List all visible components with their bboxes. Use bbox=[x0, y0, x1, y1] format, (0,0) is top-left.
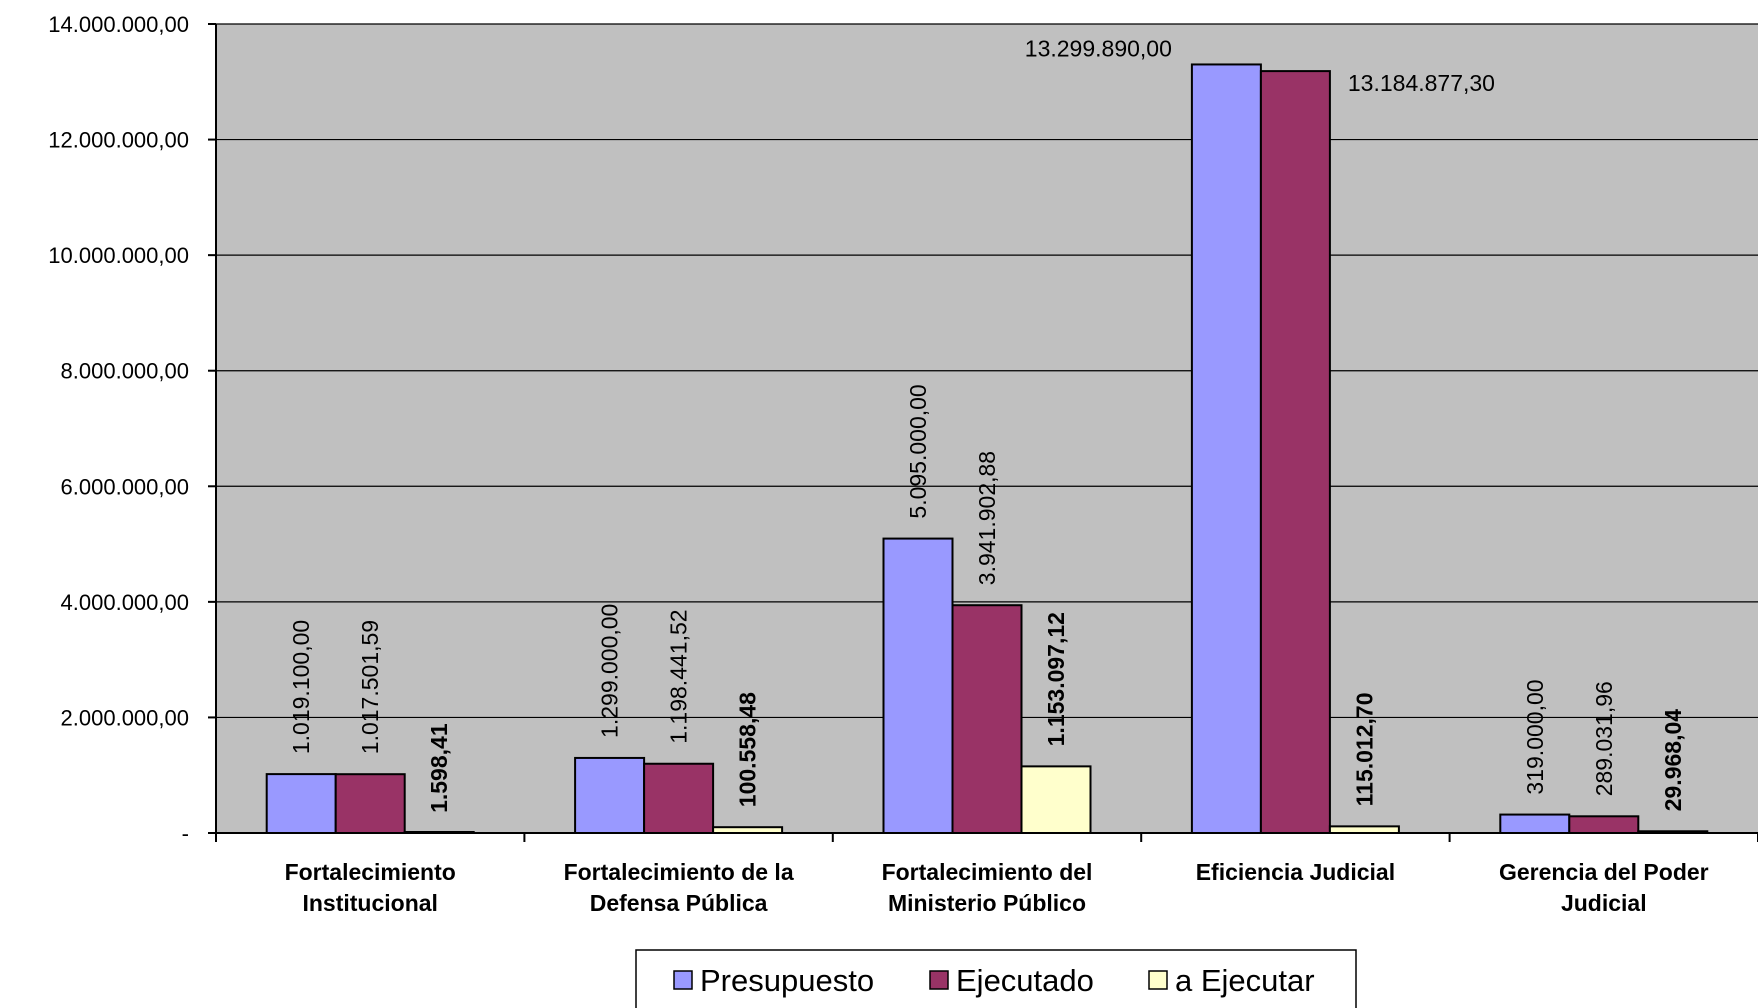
data-label: 5.095.000,00 bbox=[905, 384, 931, 518]
category-label: Fortalecimiento bbox=[285, 859, 456, 885]
legend-swatch bbox=[1148, 970, 1168, 990]
data-label: 3.941.902,88 bbox=[974, 451, 1000, 585]
y-tick-label: 2.000.000,00 bbox=[61, 705, 189, 730]
bar-ejecutado bbox=[951, 604, 1023, 835]
bar-ejecutado bbox=[1259, 70, 1331, 835]
y-tick-label: 6.000.000,00 bbox=[61, 474, 189, 499]
category-label: Fortalecimiento del bbox=[882, 859, 1093, 885]
labels: 1.019.100,00 1.299.000,00 5.095.000,00 13.2… bbox=[285, 35, 1709, 916]
bar-presupuesto bbox=[882, 537, 954, 834]
bar-a-ejecutar bbox=[1020, 765, 1092, 834]
legend-label: Ejecutado bbox=[956, 963, 1094, 998]
data-label: 289.031,96 bbox=[1591, 681, 1617, 796]
y-tick-label: 14.000.000,00 bbox=[48, 12, 189, 37]
bar-presupuesto bbox=[265, 773, 337, 835]
category-label: Eficiencia Judicial bbox=[1196, 859, 1395, 885]
data-label: 29.968,04 bbox=[1660, 709, 1686, 812]
y-tick-label: 4.000.000,00 bbox=[61, 590, 189, 615]
data-label: 1.019.100,00 bbox=[288, 620, 314, 754]
axes: - 2.000.000,00 4.000.000,00 6.000.000,00 8.0… bbox=[48, 12, 1758, 846]
category-label: Ministerio Público bbox=[888, 890, 1086, 916]
bar-presupuesto bbox=[574, 756, 646, 834]
category-label: Institucional bbox=[302, 890, 437, 916]
category-label: Gerencia del Poder bbox=[1499, 859, 1709, 885]
category-label: Judicial bbox=[1561, 890, 1647, 916]
legend-swatch bbox=[673, 970, 693, 990]
legend-swatch bbox=[929, 970, 949, 990]
y-tick-label: 8.000.000,00 bbox=[61, 359, 189, 384]
bar-presupuesto bbox=[1190, 63, 1262, 834]
data-label: 1.198.441,52 bbox=[666, 609, 692, 743]
legend-label: Presupuesto bbox=[700, 963, 874, 998]
data-label: 319.000,00 bbox=[1522, 679, 1548, 794]
legend-label: a Ejecutar bbox=[1175, 963, 1315, 998]
y-tick-label: - bbox=[182, 821, 189, 846]
data-label: 1.299.000,00 bbox=[597, 604, 623, 738]
legend-box bbox=[635, 949, 1357, 1008]
category-label: Defensa Pública bbox=[590, 890, 768, 916]
legend: Presupuesto Ejecutado a Ejecutar bbox=[635, 949, 1357, 1008]
data-label: 115.012,70 bbox=[1351, 693, 1377, 807]
data-label: 13.184.877,30 bbox=[1348, 70, 1495, 96]
y-tick-label: 12.000.000,00 bbox=[48, 128, 189, 153]
data-label: 1.017.501,59 bbox=[357, 620, 383, 754]
data-label: 1.598,41 bbox=[426, 723, 452, 813]
bar-ejecutado bbox=[334, 773, 406, 834]
y-tick-label: 10.000.000,00 bbox=[48, 243, 189, 268]
bar-ejecutado bbox=[643, 762, 715, 834]
data-label: 1.153.097,12 bbox=[1043, 612, 1069, 746]
data-label: 100.558,48 bbox=[735, 692, 761, 807]
gridlines bbox=[216, 23, 1758, 719]
bar-presupuesto bbox=[1499, 813, 1571, 834]
data-label: 13.299.890,00 bbox=[1025, 35, 1172, 61]
category-label: Fortalecimiento de la bbox=[564, 859, 794, 885]
bar-ejecutado bbox=[1568, 815, 1640, 835]
